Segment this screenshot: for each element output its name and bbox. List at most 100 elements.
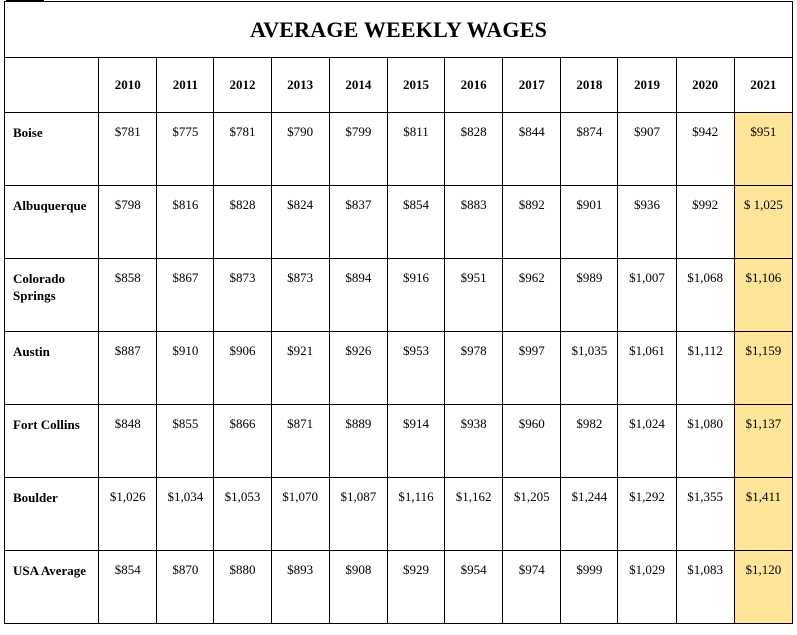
wage-cell: $910 [156,331,215,405]
wage-cell: $1,106 [733,258,794,332]
wage-cell: $1,007 [617,258,677,332]
city-label: Albuquerque [3,185,100,259]
year-header-row: 2010 2011 2012 2013 2014 2015 2016 2017 2018 2019… [3,57,794,113]
wage-cell: $1,116 [386,477,446,551]
year-header-2011: 2011 [156,57,215,113]
wage-cell: $1,029 [617,550,677,624]
wage-cell: $989 [560,258,619,332]
wage-cell: $1,137 [733,404,794,478]
wage-cell: $1,292 [617,477,677,551]
wage-cell: $999 [560,550,619,624]
wage-cell: $ 1,025 [733,185,794,259]
table-row: Colorado Springs $858 $867 $873 $873 $894 $916… [3,258,794,332]
table-row: USA Average $854 $870 $880 $893 $908 $929 $954 $… [3,550,794,624]
year-header-2019: 2019 [617,57,677,113]
wage-cell: $926 [328,331,388,405]
table-row: Boulder $1,026 $1,034 $1,053 $1,070 $1,087 $1,… [3,477,794,551]
wage-cell: $1,244 [560,477,619,551]
wage-cell: $824 [270,185,330,259]
city-label: Austin [3,331,100,405]
wage-cell: $892 [502,185,562,259]
wage-cell: $954 [444,550,504,624]
wage-cell: $844 [502,112,562,186]
wage-cell: $858 [98,258,158,332]
wage-cell: $982 [560,404,619,478]
wage-cell: $837 [328,185,388,259]
wage-cell: $901 [560,185,619,259]
wage-cell: $908 [328,550,388,624]
wage-cell: $1,053 [213,477,272,551]
year-header-2017: 2017 [502,57,562,113]
wage-cell: $880 [213,550,272,624]
wage-cell: $1,068 [675,258,735,332]
wage-cell: $1,070 [270,477,330,551]
year-header-2012: 2012 [213,57,272,113]
wage-cell: $951 [444,258,504,332]
wage-cell: $1,355 [675,477,735,551]
wage-cell: $799 [328,112,388,186]
wage-cell: $916 [386,258,446,332]
wage-cell: $828 [213,185,272,259]
wage-cell: $962 [502,258,562,332]
wage-cell: $798 [98,185,158,259]
wage-cell: $921 [270,331,330,405]
wage-cell: $828 [444,112,504,186]
wage-cell: $855 [156,404,215,478]
city-label: Fort Collins [3,404,100,478]
wage-cell: $867 [156,258,215,332]
wage-cell: $1,061 [617,331,677,405]
wage-cell: $775 [156,112,215,186]
wage-cell: $1,080 [675,404,735,478]
wage-cell: $942 [675,112,735,186]
table-title: AVERAGE WEEKLY WAGES [4,1,793,58]
table-row: Albuquerque $798 $816 $828 $824 $837 $854 $883 $… [3,185,794,259]
year-header-2010: 2010 [98,57,158,113]
year-header-2013: 2013 [270,57,330,113]
table-row: Austin $887 $910 $906 $921 $926 $953 $978 $997 $1… [3,331,794,405]
year-header-2020: 2020 [675,57,735,113]
wage-cell: $854 [386,185,446,259]
wage-cell: $1,162 [444,477,504,551]
wage-cell: $951 [733,112,794,186]
wage-cell: $1,035 [560,331,619,405]
city-label: USA Average [3,550,100,624]
wage-cell: $848 [98,404,158,478]
wage-cell: $1,159 [733,331,794,405]
wage-cell: $1,083 [675,550,735,624]
table-row: Fort Collins $848 $855 $866 $871 $889 $914 $938… [3,404,794,478]
year-header-2021: 2021 [733,57,794,113]
wage-cell: $874 [560,112,619,186]
wage-cell: $1,026 [98,477,158,551]
wage-cell: $1,034 [156,477,215,551]
wage-cell: $974 [502,550,562,624]
corner-header-cell [3,57,100,113]
year-header-2014: 2014 [328,57,388,113]
wage-cell: $866 [213,404,272,478]
wage-cell: $873 [213,258,272,332]
table-row: Boise $781 $775 $781 $790 $799 $811 $828 $844 $87… [3,112,794,186]
wage-cell: $781 [213,112,272,186]
wage-cell: $978 [444,331,504,405]
title-row: AVERAGE WEEKLY WAGES [4,1,793,58]
wage-cell: $953 [386,331,446,405]
wage-cell: $1,112 [675,331,735,405]
wage-cell: $870 [156,550,215,624]
wage-cell: $997 [502,331,562,405]
year-header-2018: 2018 [560,57,619,113]
wages-table: AVERAGE WEEKLY WAGES 2010 2011 2012 2013 201… [3,1,794,624]
wage-cell: $893 [270,550,330,624]
wage-cell: $992 [675,185,735,259]
wage-cell: $816 [156,185,215,259]
wage-cell: $906 [213,331,272,405]
wage-cell: $1,120 [733,550,794,624]
wage-cell: $854 [98,550,158,624]
wage-cell: $873 [270,258,330,332]
wage-cell: $811 [386,112,446,186]
wage-cell: $883 [444,185,504,259]
city-label: Boulder [3,477,100,551]
corner-line [6,0,44,2]
wage-cell: $936 [617,185,677,259]
wage-cell: $960 [502,404,562,478]
wage-cell: $938 [444,404,504,478]
wage-cell: $871 [270,404,330,478]
